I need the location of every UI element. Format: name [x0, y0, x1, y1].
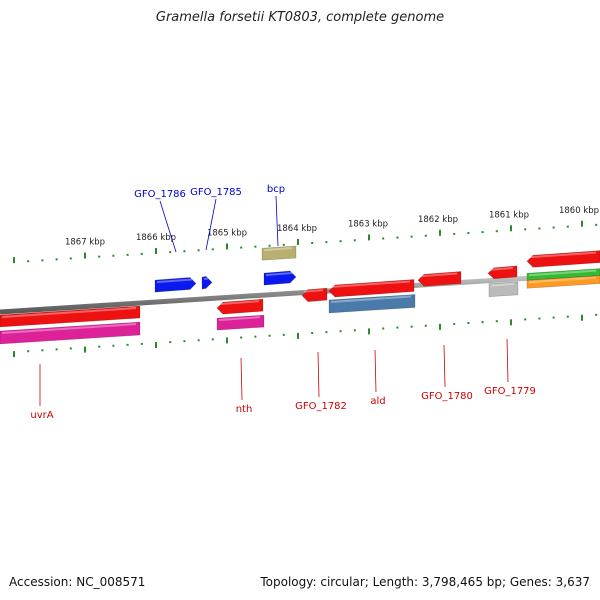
- ruler-label: 1863 kbp: [348, 219, 388, 229]
- gene-ald-steel: [328, 294, 416, 314]
- gene-label-upper: GFO_1785: [190, 187, 242, 198]
- leader-lower: [240, 357, 243, 401]
- gene-green-shade: [528, 269, 597, 277]
- accession-label: Accession: NC_008571: [9, 575, 146, 589]
- gene-orange-shade: [528, 276, 597, 284]
- gene-gfo-1779-shade: [489, 266, 514, 271]
- genome-backbone: [0, 271, 600, 315]
- gene-uvra-magenta-shade: [1, 323, 137, 334]
- leader-upper: [159, 200, 177, 253]
- gene-nth-magenta: [216, 314, 265, 331]
- gene-gfo-1780-shade: [419, 272, 458, 278]
- gene-label-lower: nth: [236, 404, 253, 415]
- gene-red-edge-top-shade: [528, 251, 597, 259]
- leader-lower: [443, 344, 446, 388]
- gene-green: [526, 268, 600, 281]
- topology-stats: Topology: circular; Length: 3,798,465 bp…: [260, 575, 590, 589]
- ruler-label: 1865 kbp: [207, 228, 247, 238]
- gene-gfo-1782: [301, 287, 328, 302]
- gene-label-lower: ald: [370, 396, 385, 407]
- gene-olive: [261, 245, 297, 261]
- ruler-label: 1867 kbp: [65, 238, 105, 248]
- gene-gfo-1780: [417, 271, 462, 287]
- gene-nth-shade: [218, 300, 260, 306]
- ruler-label: 1862 kbp: [418, 215, 458, 225]
- gene-ald: [328, 279, 415, 298]
- leader-lower: [374, 349, 377, 393]
- ruler-label: 1861 kbp: [489, 210, 529, 220]
- ruler-label: 1864 kbp: [277, 224, 317, 234]
- gene-ald-shade: [330, 280, 411, 288]
- leader-upper: [205, 198, 217, 251]
- gene-label-lower: uvrA: [30, 410, 53, 421]
- gene-orange: [526, 275, 600, 289]
- gene-bcp-shade: [265, 272, 293, 277]
- gene-label-lower: GFO_1782: [295, 401, 347, 412]
- gene-nth-magenta-shade: [218, 316, 261, 322]
- ruler-label: 1866 kbp: [136, 233, 176, 243]
- gene-gfo-1786: [154, 277, 197, 293]
- gene-ald-steel-shade: [330, 295, 412, 303]
- gene-uvra: [0, 305, 141, 328]
- gene-uvra-magenta: [0, 321, 141, 345]
- gene-label-lower: GFO_1779: [484, 386, 536, 397]
- gene-label-upper: bcp: [267, 184, 285, 195]
- gene-olive-shade: [263, 247, 293, 252]
- gene-label-upper: GFO_1786: [134, 189, 186, 200]
- gene-grey-shade: [490, 282, 515, 287]
- gene-gfo-1785: [201, 276, 213, 290]
- leader-upper: [275, 195, 279, 247]
- gene-label-lower: GFO_1780: [421, 391, 473, 402]
- gene-grey: [488, 281, 519, 298]
- gene-uvra-shade: [1, 307, 137, 318]
- ruler-label: 1860 kbp: [559, 206, 599, 216]
- gene-gfo-1785-shade: [203, 277, 209, 281]
- gene-gfo-1782-shade: [303, 289, 324, 293]
- gene-red-edge-top: [526, 250, 600, 268]
- gene-gfo-1786-shade: [156, 278, 193, 284]
- leader-lower: [506, 338, 509, 383]
- gene-bcp: [263, 270, 297, 286]
- map-title: Gramella forsetii KT0803, complete genom…: [155, 10, 445, 25]
- gene-gfo-1779: [487, 265, 518, 280]
- leader-lower: [317, 351, 320, 398]
- gene-nth: [216, 298, 264, 315]
